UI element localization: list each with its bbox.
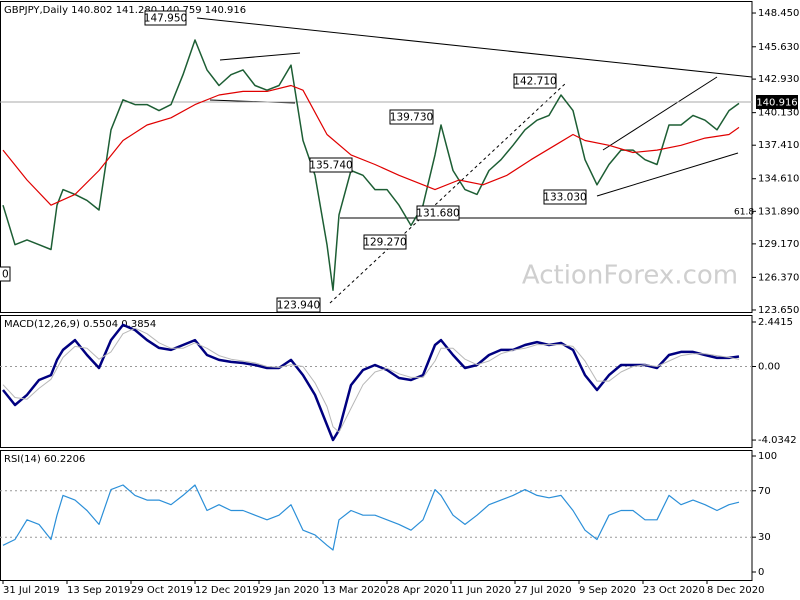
y-tick-label: 2.4415 [758,317,793,328]
annotation-box [309,157,353,173]
y-tick-label: 126.370 [758,272,799,283]
panel-title: MACD(12,26,9) 0.5504 0.3854 [4,319,156,330]
macd-panel [0,315,753,448]
x-tick-label: 28 Apr 2020 [387,585,449,596]
y-tick-label: 145.630 [758,42,799,53]
x-tick-label: 23 Oct 2020 [643,585,705,596]
annotation: 135.740 [309,160,352,172]
trendlines [0,17,753,304]
y-tick-label: 131.890 [758,206,799,217]
x-tick-label: 13 Mar 2020 [323,585,386,596]
last-price: 140.916 [756,98,797,109]
y-tick-label: 100 [758,451,777,462]
x-tick-label: 29 Jan 2020 [259,585,319,596]
annotation: 142.710 [513,76,556,88]
annotation: 61.8 [734,208,754,218]
annotation: 129.270 [363,237,406,249]
rsi-panel [0,450,753,581]
y-tick-label: 0.00 [758,362,780,373]
series-line [2,327,740,433]
y-tick-label: 70 [758,486,771,497]
y-tick-label: 142.930 [758,74,799,85]
y-tick-label: 129.170 [758,239,799,250]
y-tick-label: 134.610 [758,174,799,185]
x-tick-label: 13 Sep 2019 [67,585,130,596]
annotation: 133.030 [543,192,586,204]
annotation: 123.940 [277,300,320,312]
annotation-box [513,73,557,89]
watermark: ActionForex.com [522,261,738,291]
x-tick-label: 11 Jun 2020 [451,585,511,596]
x-tick-label: 27 Jul 2020 [515,585,572,596]
last-price-box [756,95,798,109]
annotation-box [363,234,407,250]
y-tick-label: 0 [758,567,764,578]
series-line [2,484,740,551]
y-tick-label: 30 [758,532,771,543]
series-line [2,84,740,206]
trendline [329,81,568,304]
trendline [602,76,718,151]
annotation-box [416,205,460,221]
annotation-box [543,189,587,205]
annotation-box [276,297,321,313]
x-tick-label: 9 Sep 2020 [579,585,636,596]
trendline [219,52,301,61]
annotation: 147.950 [144,13,187,25]
x-tick-label: 8 Dec 2020 [707,585,765,596]
x-tick-label: 29 Oct 2019 [131,585,193,596]
trendline [196,17,753,78]
annotation: 131.680 [416,208,459,220]
annotations: 147.950 142.710 139.730 135.740 133.030 … [0,10,798,313]
x-tick-label: 12 Dec 2019 [195,585,259,596]
panel-title: GBPJPY,Daily 140.802 141.280 140.759 140… [4,5,246,16]
series-line [2,39,740,291]
annotation-box [0,266,11,282]
annotation: 0 [2,269,9,281]
y-tick-label: 148.450 [758,8,799,19]
y-tick-label: 137.410 [758,140,799,151]
price-panel [0,1,753,313]
y-tick-label: 123.650 [758,305,799,316]
plots: GBPJPY,Daily 140.802 141.280 140.759 140… [0,5,799,596]
panel-title: RSI(14) 60.2206 [4,454,85,465]
annotation-box [389,109,434,125]
y-tick-label: 140.130 [758,108,799,119]
trendline [596,152,739,197]
annotation-box [144,10,187,26]
x-tick-label: 31 Jul 2019 [3,585,60,596]
annotation: 139.730 [390,112,433,124]
series-line [2,323,740,442]
y-tick-label: -4.0342 [758,435,797,446]
